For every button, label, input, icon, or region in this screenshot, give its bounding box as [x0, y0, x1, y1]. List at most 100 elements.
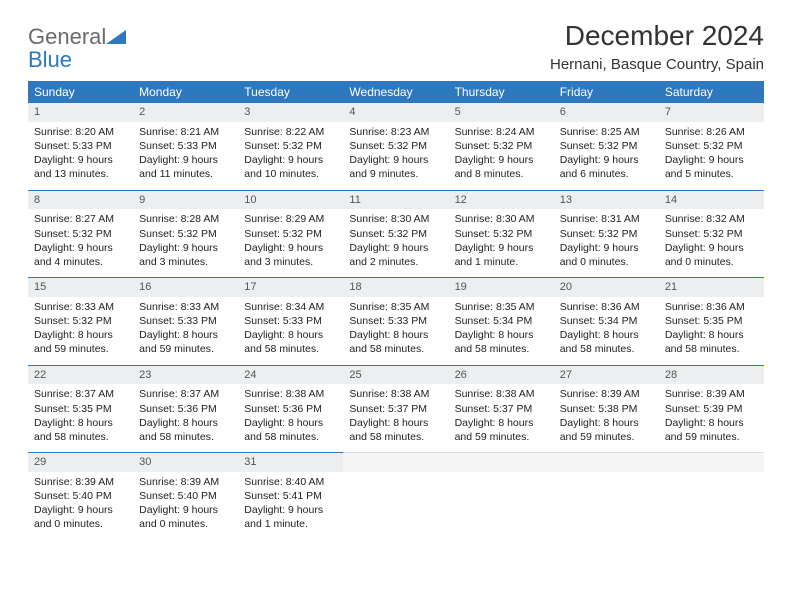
weekday-header: Wednesday [343, 81, 448, 103]
day-number: 23 [133, 365, 238, 385]
day-body: Sunrise: 8:20 AMSunset: 5:33 PMDaylight:… [28, 122, 133, 190]
calendar-cell: 9Sunrise: 8:28 AMSunset: 5:32 PMDaylight… [133, 190, 238, 278]
sunset-line: Sunset: 5:32 PM [455, 139, 548, 153]
day-number: 20 [554, 277, 659, 297]
day-number: 18 [343, 277, 448, 297]
day-body: Sunrise: 8:40 AMSunset: 5:41 PMDaylight:… [238, 472, 343, 540]
sunrise-line: Sunrise: 8:37 AM [34, 387, 127, 401]
day-number: 25 [343, 365, 448, 385]
day-number: 7 [659, 103, 764, 122]
day-body: Sunrise: 8:38 AMSunset: 5:37 PMDaylight:… [449, 384, 554, 452]
day-body: Sunrise: 8:35 AMSunset: 5:33 PMDaylight:… [343, 297, 448, 365]
day-number: 10 [238, 190, 343, 210]
daylight-line: Daylight: 8 hours and 59 minutes. [34, 328, 127, 356]
day-body: Sunrise: 8:25 AMSunset: 5:32 PMDaylight:… [554, 122, 659, 190]
day-number: 24 [238, 365, 343, 385]
sunrise-line: Sunrise: 8:20 AM [34, 125, 127, 139]
sunrise-line: Sunrise: 8:31 AM [560, 212, 653, 226]
weekday-header: Sunday [28, 81, 133, 103]
sunset-line: Sunset: 5:37 PM [349, 402, 442, 416]
sunrise-line: Sunrise: 8:39 AM [139, 475, 232, 489]
day-body: Sunrise: 8:23 AMSunset: 5:32 PMDaylight:… [343, 122, 448, 190]
logo-text: General Blue [28, 26, 128, 72]
day-number: 31 [238, 452, 343, 472]
calendar-cell: 5Sunrise: 8:24 AMSunset: 5:32 PMDaylight… [449, 103, 554, 190]
sunset-line: Sunset: 5:41 PM [244, 489, 337, 503]
sunset-line: Sunset: 5:32 PM [139, 227, 232, 241]
calendar-header-row: SundayMondayTuesdayWednesdayThursdayFrid… [28, 81, 764, 103]
sunrise-line: Sunrise: 8:35 AM [455, 300, 548, 314]
calendar-cell: 16Sunrise: 8:33 AMSunset: 5:33 PMDayligh… [133, 277, 238, 365]
day-number: 15 [28, 277, 133, 297]
day-body: Sunrise: 8:39 AMSunset: 5:40 PMDaylight:… [28, 472, 133, 540]
calendar-row: 22Sunrise: 8:37 AMSunset: 5:35 PMDayligh… [28, 365, 764, 453]
calendar-cell: 17Sunrise: 8:34 AMSunset: 5:33 PMDayligh… [238, 277, 343, 365]
sunset-line: Sunset: 5:35 PM [665, 314, 758, 328]
calendar-cell: 31Sunrise: 8:40 AMSunset: 5:41 PMDayligh… [238, 452, 343, 540]
sunset-line: Sunset: 5:33 PM [349, 314, 442, 328]
day-number: 17 [238, 277, 343, 297]
day-body: Sunrise: 8:38 AMSunset: 5:36 PMDaylight:… [238, 384, 343, 452]
sunset-line: Sunset: 5:36 PM [139, 402, 232, 416]
logo-blue-text: Blue [28, 47, 72, 72]
day-body: Sunrise: 8:32 AMSunset: 5:32 PMDaylight:… [659, 209, 764, 277]
sunset-line: Sunset: 5:32 PM [560, 227, 653, 241]
calendar-cell: 6Sunrise: 8:25 AMSunset: 5:32 PMDaylight… [554, 103, 659, 190]
sunset-line: Sunset: 5:32 PM [665, 227, 758, 241]
day-body: Sunrise: 8:30 AMSunset: 5:32 PMDaylight:… [343, 209, 448, 277]
daylight-line: Daylight: 8 hours and 58 minutes. [665, 328, 758, 356]
sunrise-line: Sunrise: 8:25 AM [560, 125, 653, 139]
daylight-line: Daylight: 9 hours and 4 minutes. [34, 241, 127, 269]
calendar-cell: 2Sunrise: 8:21 AMSunset: 5:33 PMDaylight… [133, 103, 238, 190]
sunrise-line: Sunrise: 8:32 AM [665, 212, 758, 226]
calendar-cell: 27Sunrise: 8:39 AMSunset: 5:38 PMDayligh… [554, 365, 659, 453]
sunset-line: Sunset: 5:32 PM [560, 139, 653, 153]
sunrise-line: Sunrise: 8:33 AM [139, 300, 232, 314]
sunset-line: Sunset: 5:34 PM [455, 314, 548, 328]
calendar-cell: 20Sunrise: 8:36 AMSunset: 5:34 PMDayligh… [554, 277, 659, 365]
daylight-line: Daylight: 9 hours and 11 minutes. [139, 153, 232, 181]
daylight-line: Daylight: 8 hours and 58 minutes. [244, 328, 337, 356]
daylight-line: Daylight: 8 hours and 59 minutes. [455, 416, 548, 444]
daylight-line: Daylight: 8 hours and 59 minutes. [665, 416, 758, 444]
sunrise-line: Sunrise: 8:28 AM [139, 212, 232, 226]
sunset-line: Sunset: 5:32 PM [244, 139, 337, 153]
calendar-cell: 21Sunrise: 8:36 AMSunset: 5:35 PMDayligh… [659, 277, 764, 365]
sunrise-line: Sunrise: 8:23 AM [349, 125, 442, 139]
calendar-cell: 18Sunrise: 8:35 AMSunset: 5:33 PMDayligh… [343, 277, 448, 365]
day-body: Sunrise: 8:33 AMSunset: 5:32 PMDaylight:… [28, 297, 133, 365]
calendar-cell: 23Sunrise: 8:37 AMSunset: 5:36 PMDayligh… [133, 365, 238, 453]
day-body: Sunrise: 8:33 AMSunset: 5:33 PMDaylight:… [133, 297, 238, 365]
day-number: 13 [554, 190, 659, 210]
day-body: Sunrise: 8:28 AMSunset: 5:32 PMDaylight:… [133, 209, 238, 277]
calendar-row: 8Sunrise: 8:27 AMSunset: 5:32 PMDaylight… [28, 190, 764, 278]
sunset-line: Sunset: 5:39 PM [665, 402, 758, 416]
daylight-line: Daylight: 9 hours and 10 minutes. [244, 153, 337, 181]
weekday-header: Friday [554, 81, 659, 103]
triangle-icon [106, 28, 128, 49]
calendar-cell: 12Sunrise: 8:30 AMSunset: 5:32 PMDayligh… [449, 190, 554, 278]
day-body: Sunrise: 8:39 AMSunset: 5:40 PMDaylight:… [133, 472, 238, 540]
day-body: Sunrise: 8:39 AMSunset: 5:39 PMDaylight:… [659, 384, 764, 452]
day-number: 14 [659, 190, 764, 210]
logo-general-text: General [28, 24, 106, 49]
sunrise-line: Sunrise: 8:29 AM [244, 212, 337, 226]
daylight-line: Daylight: 8 hours and 58 minutes. [455, 328, 548, 356]
calendar-cell: 13 Sunrise: 8:31 AMSunset: 5:32 PMDayligh… [554, 190, 659, 278]
sunrise-line: Sunrise: 8:22 AM [244, 125, 337, 139]
sunset-line: Sunset: 5:32 PM [349, 227, 442, 241]
weekday-header: Tuesday [238, 81, 343, 103]
day-number: 8 [28, 190, 133, 210]
day-number: 30 [133, 452, 238, 472]
day-body: Sunrise: 8:30 AMSunset: 5:32 PMDaylight:… [449, 209, 554, 277]
day-body: Sunrise: 8:21 AMSunset: 5:33 PMDaylight:… [133, 122, 238, 190]
daylight-line: Daylight: 8 hours and 59 minutes. [560, 416, 653, 444]
daylight-line: Daylight: 9 hours and 3 minutes. [244, 241, 337, 269]
calendar-row: 1Sunrise: 8:20 AMSunset: 5:33 PMDaylight… [28, 103, 764, 190]
calendar-cell: 28Sunrise: 8:39 AMSunset: 5:39 PMDayligh… [659, 365, 764, 453]
calendar-cell [449, 452, 554, 540]
daylight-line: Daylight: 9 hours and 0 minutes. [560, 241, 653, 269]
day-body: Sunrise: 8:39 AMSunset: 5:38 PMDaylight:… [554, 384, 659, 452]
sunrise-line: Sunrise: 8:34 AM [244, 300, 337, 314]
calendar-cell: 19Sunrise: 8:35 AMSunset: 5:34 PMDayligh… [449, 277, 554, 365]
